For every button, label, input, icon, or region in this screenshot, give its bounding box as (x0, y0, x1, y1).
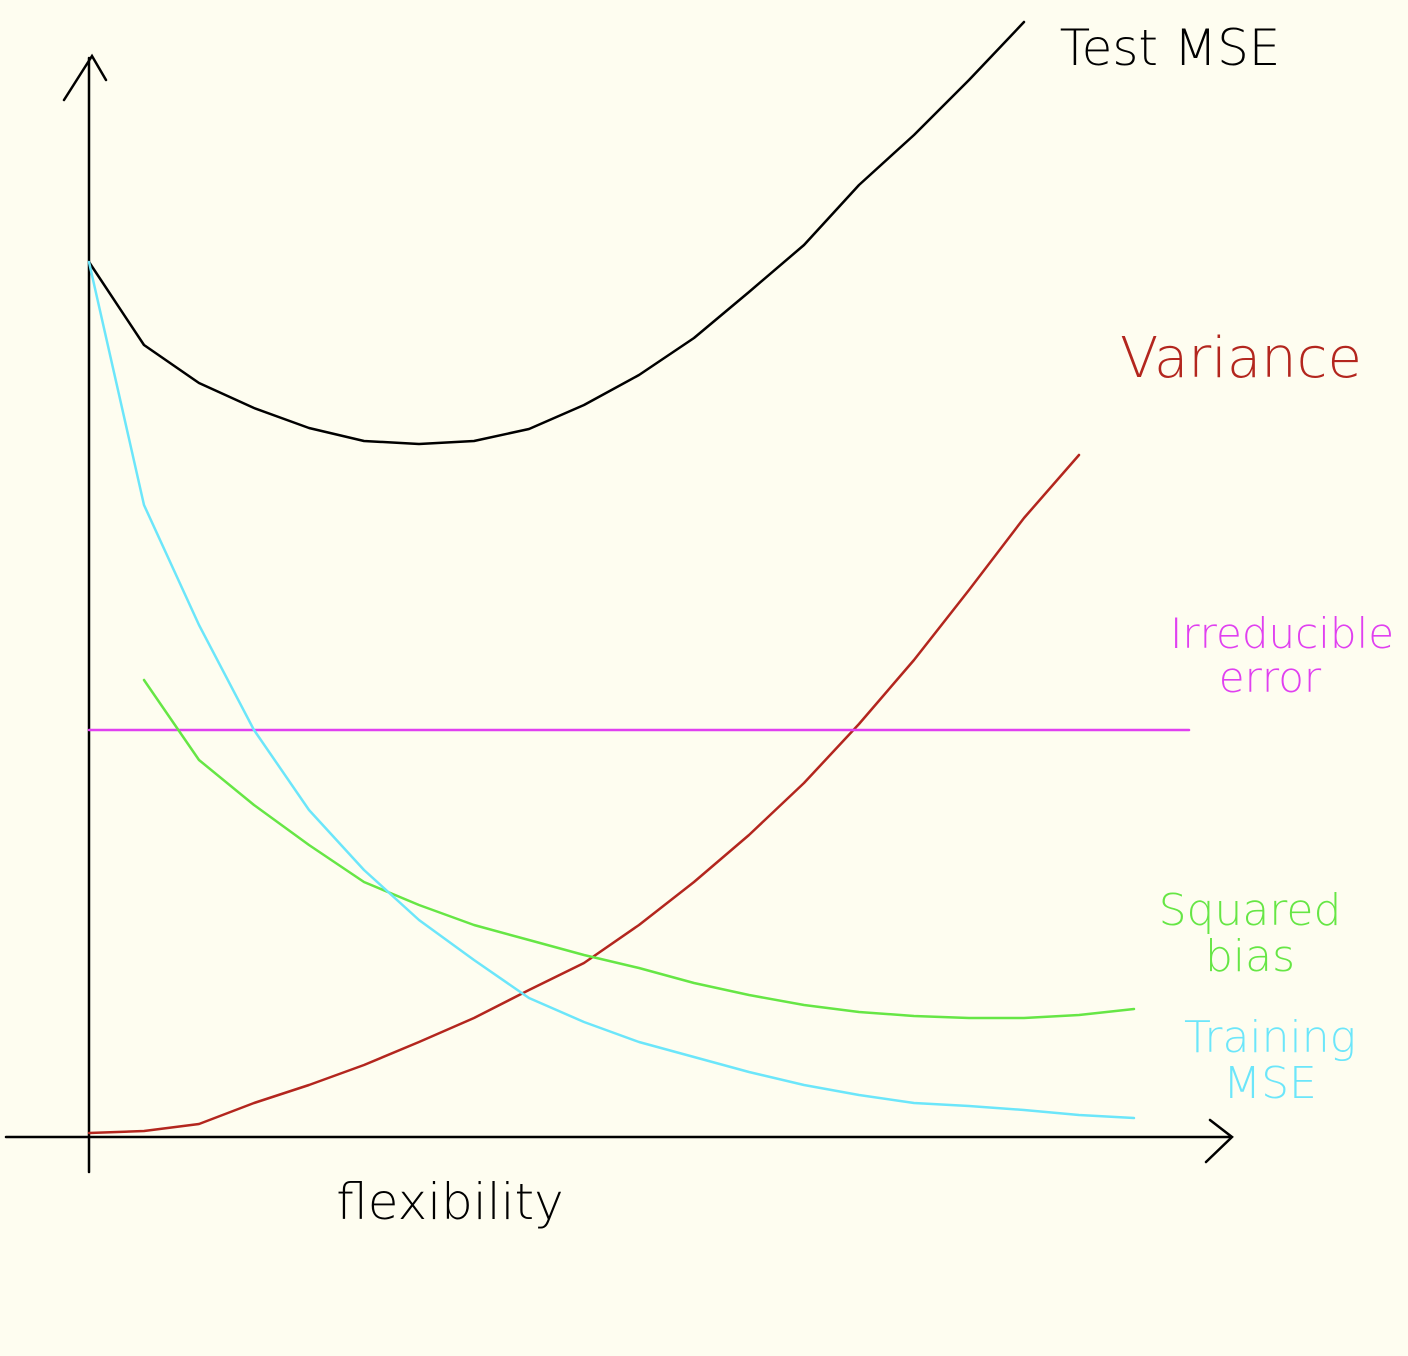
series-line (87, 453, 1081, 1135)
series-label: Test MSE (1059, 19, 1281, 77)
series-label: Training MSE (1183, 1012, 1357, 1110)
y-axis-arrow (62, 53, 108, 102)
x-axis-arrow (1204, 1118, 1234, 1164)
series-line (142, 678, 1136, 1020)
series-line (87, 260, 1136, 1120)
series-line (87, 20, 1026, 446)
x-axis-label: flexibility (336, 1173, 564, 1231)
series-label: Variance (1120, 326, 1362, 391)
series-label: Irreducible error (1170, 609, 1395, 703)
series-label: Squared bias (1158, 885, 1342, 983)
